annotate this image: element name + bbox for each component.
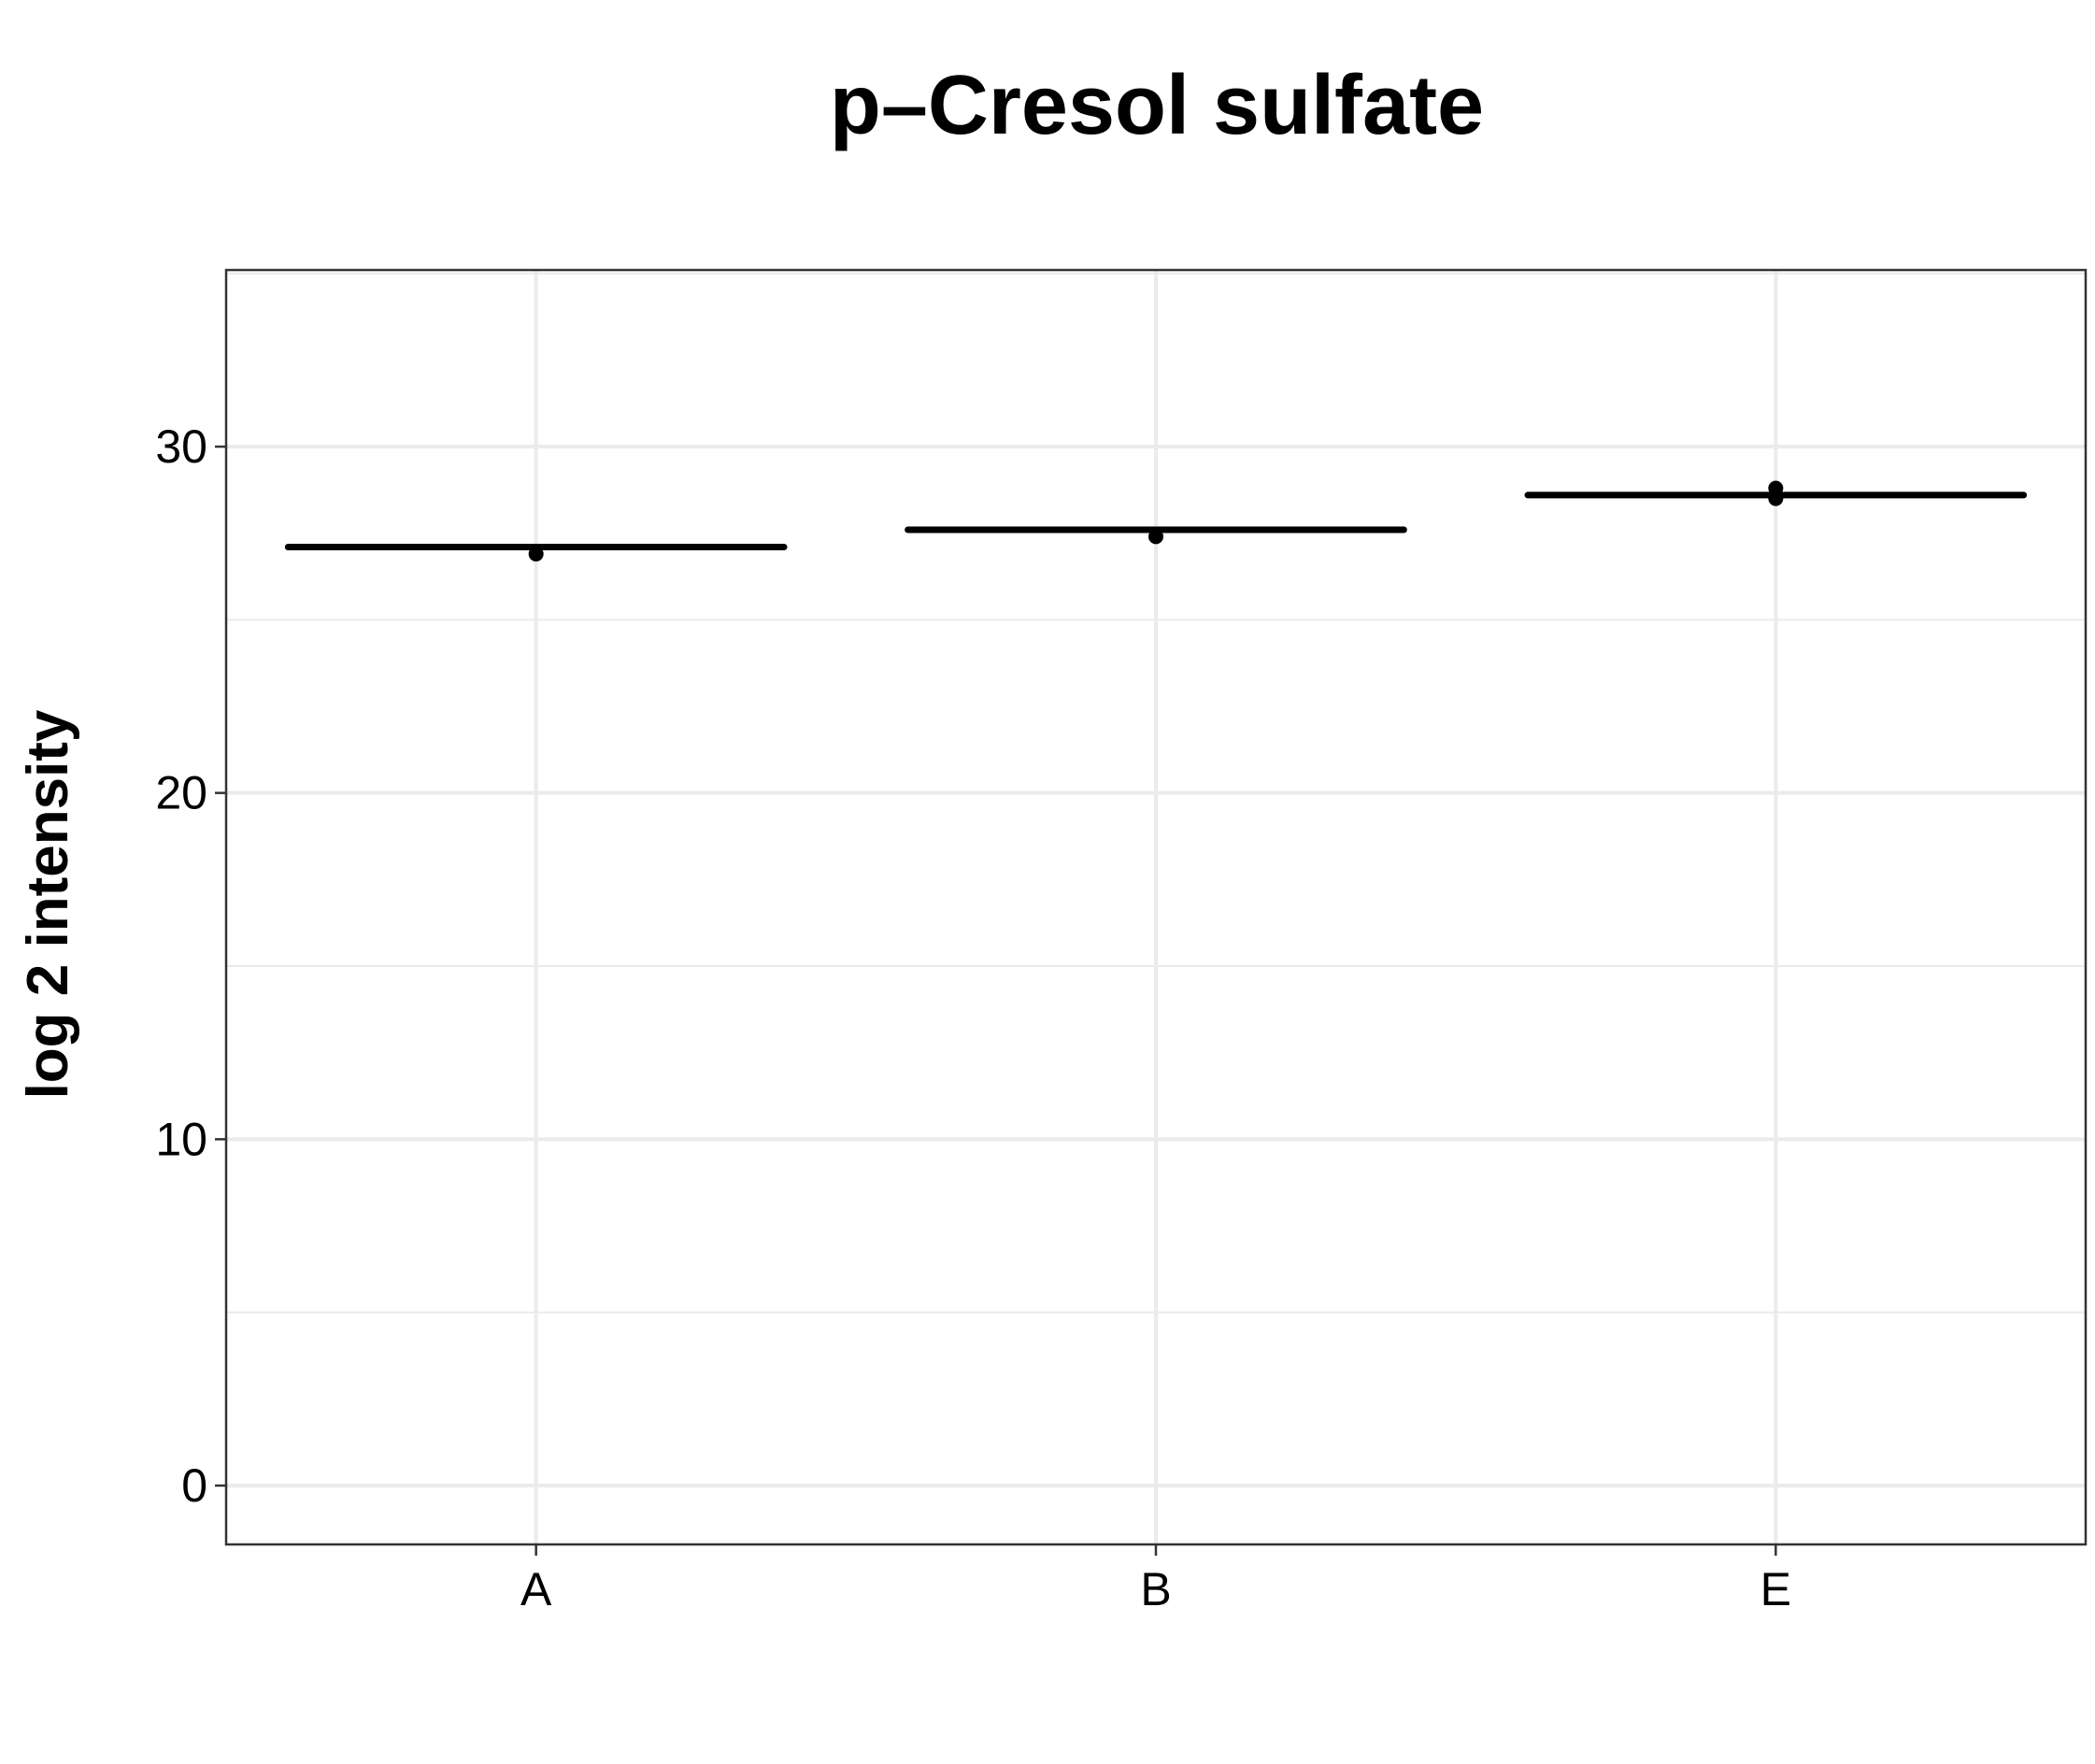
y-axis-label: log 2 intensity [16, 709, 80, 1099]
chart-title: p–Cresol sulfate [830, 59, 1484, 152]
y-tick-label: 30 [155, 420, 207, 473]
point-B [1148, 529, 1163, 545]
x-tick-label: A [520, 1563, 552, 1615]
point-E [1768, 480, 1784, 496]
x-tick-label: B [1140, 1563, 1171, 1615]
point-A [528, 546, 544, 562]
y-tick-label: 0 [181, 1459, 207, 1512]
y-tick-label: 20 [155, 767, 207, 819]
y-tick-label: 10 [155, 1113, 207, 1165]
point-E [1768, 491, 1784, 506]
x-tick-label: E [1760, 1563, 1791, 1615]
grid-lines [226, 270, 2086, 1544]
axes: 0 10 20 30 A B E [155, 420, 1791, 1615]
box-marks [284, 480, 2028, 562]
